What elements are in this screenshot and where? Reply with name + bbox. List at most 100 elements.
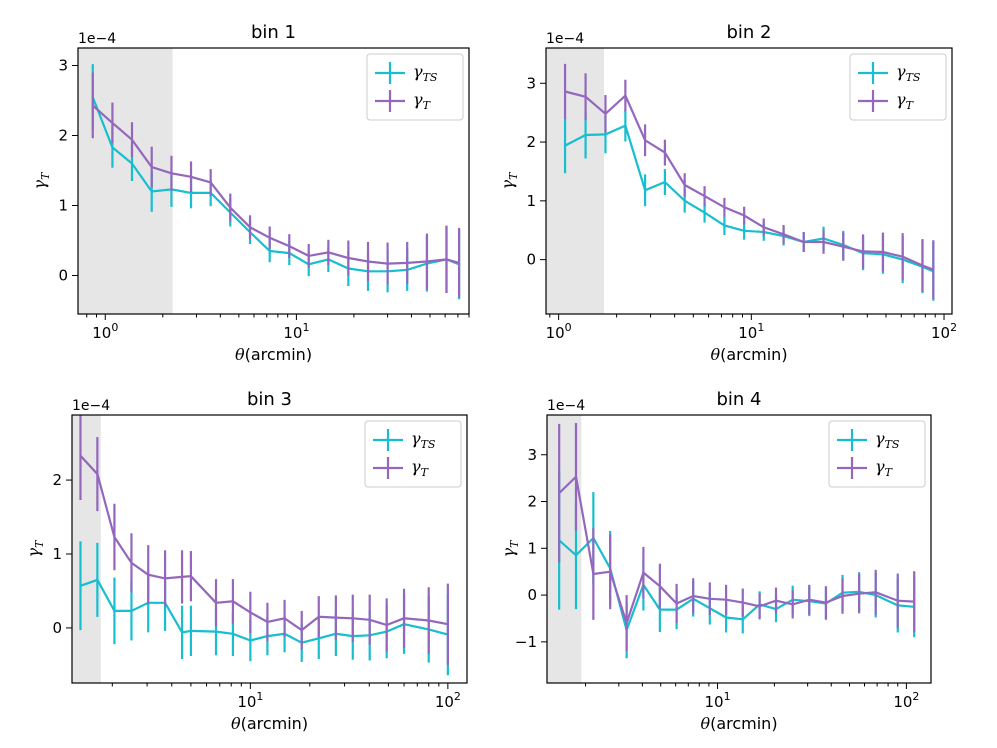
legend-entry: γTS	[373, 429, 436, 451]
series-gamma-t	[558, 422, 916, 652]
x-tick-label: 101	[738, 321, 764, 342]
series-line	[564, 90, 934, 271]
legend: γTS γT	[366, 53, 464, 121]
y-tick-label: 0	[527, 586, 537, 604]
series-line	[564, 124, 934, 273]
x-axis: 100 101 102	[546, 314, 957, 342]
axes-frame	[71, 414, 468, 684]
panel-title: bin 1	[251, 22, 296, 43]
y-tick-label: 1	[52, 545, 62, 563]
axes-frame	[546, 414, 932, 684]
y-tick-label: 2	[527, 493, 537, 511]
y-offset-label: 1e−4	[72, 398, 110, 414]
series-gamma-t	[563, 63, 935, 300]
x-axis-label: θ(arcmin)	[700, 714, 777, 733]
y-offset-label: 1e−4	[546, 31, 584, 47]
plot-area	[563, 63, 935, 301]
y-tick-label: 0	[52, 619, 62, 637]
series-line	[91, 96, 460, 273]
plot-area	[79, 415, 449, 676]
series-gamma-ts	[563, 109, 935, 301]
y-tick-label: 1	[527, 539, 537, 557]
panel-bin-2: 100 101 102 0 1 2 3 1e−4 bin 2 θ(arcmin) γT γTS γT	[498, 22, 957, 364]
x-axis-label: θ(arcmin)	[231, 714, 308, 733]
y-axis-label-text: γT	[24, 539, 46, 558]
panel-bin-3: 101 102 0 1 2 1e−4 bin 3 θ(arcmin) γT γTS γT	[24, 389, 468, 733]
panel-title: bin 4	[716, 389, 761, 410]
y-tick-label: 2	[58, 127, 68, 145]
series-line	[558, 536, 915, 634]
y-tick-label: 0	[526, 251, 536, 269]
legend-label: γT	[413, 90, 432, 112]
series-line	[80, 578, 449, 644]
y-axis: 0 1 2	[52, 471, 72, 637]
y-tick-label: 3	[58, 57, 68, 75]
legend-entry: γTS	[837, 429, 900, 451]
y-axis: −1 0 1 2 3	[515, 446, 547, 651]
x-tick-label: 101	[237, 690, 263, 711]
x-axis-label: θ(arcmin)	[235, 345, 312, 364]
y-tick-label: −1	[515, 633, 537, 651]
y-tick-label: 1	[526, 192, 536, 210]
y-offset-label: 1e−4	[78, 31, 116, 47]
panel-bin-4: 101 102 −1 0 1 2 3 1e−4 bin 4 θ(arcmin) γT γTS γT	[499, 389, 932, 733]
legend-entry: γT	[375, 90, 432, 112]
shaded-region	[546, 48, 605, 314]
legend: γTS γT	[849, 53, 947, 121]
legend-entry: γT	[837, 457, 894, 479]
series-gamma-t	[91, 72, 461, 298]
legend: γTS γT	[364, 420, 462, 488]
legend-entry: γT	[858, 90, 915, 112]
y-axis-label-text: γT	[30, 171, 52, 190]
x-tick-label: 100	[546, 321, 572, 342]
plot-area	[91, 64, 461, 300]
panel-title: bin 2	[726, 22, 771, 43]
x-tick-label: 102	[435, 690, 461, 711]
x-tick-label: 102	[931, 321, 957, 342]
legend-label: γTS	[875, 429, 900, 451]
y-offset-label: 1e−4	[547, 398, 585, 414]
legend-label: γTS	[896, 62, 921, 84]
y-tick-label: 2	[526, 133, 536, 151]
series-line	[91, 104, 460, 265]
y-tick-label: 2	[52, 471, 62, 489]
legend: γTS γT	[828, 420, 926, 488]
shaded-region	[72, 415, 101, 683]
legend-label: γT	[875, 457, 894, 479]
x-axis-label: θ(arcmin)	[710, 345, 787, 364]
x-axis: 101 102	[585, 683, 919, 711]
series-gamma-ts	[558, 471, 916, 659]
x-tick-label: 100	[92, 321, 118, 342]
y-tick-label: 1	[58, 197, 68, 215]
series-gamma-t	[79, 415, 449, 665]
series-line	[79, 454, 449, 632]
legend-entry: γTS	[858, 62, 921, 84]
x-tick-label: 102	[893, 690, 919, 711]
legend-label: γTS	[413, 62, 438, 84]
y-tick-label: 0	[58, 267, 68, 285]
x-tick-label: 101	[283, 321, 309, 342]
y-axis-label: γT	[499, 539, 521, 558]
y-axis-label: γT	[24, 539, 46, 558]
y-axis-label: γT	[30, 171, 52, 190]
legend-entry: γTS	[375, 62, 438, 84]
y-tick-label: 3	[526, 74, 536, 92]
series-gamma-ts	[79, 541, 449, 676]
x-axis: 100 101	[86, 314, 470, 342]
axes-frame	[77, 47, 470, 315]
y-axis-label-text: γT	[499, 539, 521, 558]
panel-title: bin 3	[247, 389, 292, 410]
series-line	[558, 474, 915, 627]
legend-label: γT	[896, 90, 915, 112]
y-axis: 0 1 2 3	[526, 74, 546, 269]
axes-frame	[545, 47, 953, 315]
y-axis-label-text: γT	[498, 171, 520, 190]
y-axis-label: γT	[498, 171, 520, 190]
legend-entry: γT	[373, 457, 430, 479]
x-axis: 101 102	[111, 683, 461, 711]
y-axis: 0 1 2 3	[58, 57, 78, 285]
plot-area	[558, 422, 916, 659]
legend-label: γT	[411, 457, 430, 479]
